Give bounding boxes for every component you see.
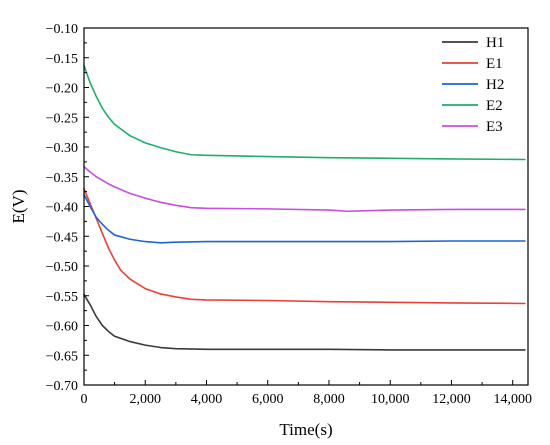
y-tick-label: −0.50 xyxy=(46,260,78,275)
legend-label-h2: H2 xyxy=(486,77,504,93)
y-tick-label: −0.55 xyxy=(46,290,78,305)
plot-area xyxy=(83,64,526,351)
x-axis-title: Time(s) xyxy=(279,420,332,439)
series-line-e2 xyxy=(83,64,526,161)
legend-label-e1: E1 xyxy=(486,56,503,72)
y-tick-label: −0.60 xyxy=(46,320,78,335)
x-tick-label: 6,000 xyxy=(252,392,284,407)
legend-label-e2: E2 xyxy=(486,98,503,114)
x-tick-label: 0 xyxy=(81,392,88,407)
plot-frame xyxy=(83,27,529,386)
y-tick-label: −0.45 xyxy=(46,230,78,245)
y-tick-label: −0.35 xyxy=(46,171,78,186)
series-line-e3 xyxy=(83,165,526,213)
x-tick-label: 2,000 xyxy=(129,392,161,407)
x-tick-label: 10,000 xyxy=(371,392,410,407)
x-tick-label: 4,000 xyxy=(191,392,223,407)
legend-label-e3: E3 xyxy=(486,119,503,135)
y-tick-label: −0.15 xyxy=(46,52,78,67)
y-tick-label: −0.30 xyxy=(46,141,78,156)
y-tick-label: −0.10 xyxy=(46,22,78,37)
y-axis-title: E(V) xyxy=(9,190,28,224)
series-line-e1 xyxy=(83,187,526,305)
legend-label-h1: H1 xyxy=(486,35,504,51)
y-tick-label: −0.40 xyxy=(46,201,78,216)
x-tick-label: 12,000 xyxy=(432,392,471,407)
series-line-h1 xyxy=(83,293,526,351)
y-tick-label: −0.25 xyxy=(46,111,78,126)
y-tick-label: −0.65 xyxy=(46,349,78,364)
legend: H1 E1 H2 E2 E3 xyxy=(442,35,504,135)
y-tick-label: −0.70 xyxy=(46,379,78,394)
axes: 0 2,000 4,000 6,000 8,000 10,000 12,000 14,000 −… xyxy=(46,22,532,407)
series-line-h2 xyxy=(83,193,526,244)
x-tick-label: 8,000 xyxy=(313,392,345,407)
y-tick-label: −0.20 xyxy=(46,82,78,97)
x-tick-label: 14,000 xyxy=(493,392,532,407)
